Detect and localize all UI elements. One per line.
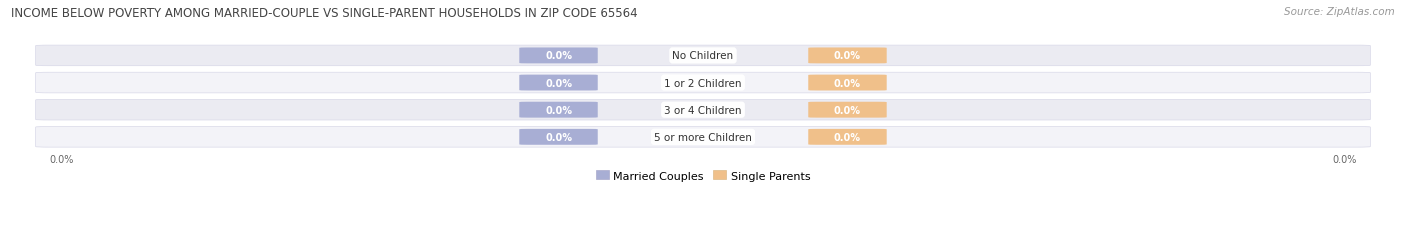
FancyBboxPatch shape — [519, 102, 598, 118]
Text: INCOME BELOW POVERTY AMONG MARRIED-COUPLE VS SINGLE-PARENT HOUSEHOLDS IN ZIP COD: INCOME BELOW POVERTY AMONG MARRIED-COUPL… — [11, 7, 638, 20]
FancyBboxPatch shape — [35, 73, 1371, 94]
Text: 0.0%: 0.0% — [834, 105, 860, 115]
Text: 0.0%: 0.0% — [546, 105, 572, 115]
FancyBboxPatch shape — [808, 48, 887, 64]
Text: 0.0%: 0.0% — [834, 78, 860, 88]
Text: 0.0%: 0.0% — [546, 132, 572, 142]
FancyBboxPatch shape — [808, 102, 887, 118]
FancyBboxPatch shape — [519, 75, 598, 91]
Text: 3 or 4 Children: 3 or 4 Children — [664, 105, 742, 115]
Legend: Married Couples, Single Parents: Married Couples, Single Parents — [592, 166, 814, 185]
Text: 0.0%: 0.0% — [1333, 155, 1357, 164]
FancyBboxPatch shape — [519, 48, 598, 64]
Text: 5 or more Children: 5 or more Children — [654, 132, 752, 142]
FancyBboxPatch shape — [35, 127, 1371, 148]
Text: 1 or 2 Children: 1 or 2 Children — [664, 78, 742, 88]
Text: No Children: No Children — [672, 51, 734, 61]
Text: 0.0%: 0.0% — [546, 51, 572, 61]
Text: Source: ZipAtlas.com: Source: ZipAtlas.com — [1284, 7, 1395, 17]
Text: 0.0%: 0.0% — [834, 132, 860, 142]
Text: 0.0%: 0.0% — [49, 155, 73, 164]
FancyBboxPatch shape — [35, 46, 1371, 67]
Text: 0.0%: 0.0% — [546, 78, 572, 88]
FancyBboxPatch shape — [808, 129, 887, 145]
FancyBboxPatch shape — [35, 100, 1371, 121]
FancyBboxPatch shape — [808, 75, 887, 91]
Text: 0.0%: 0.0% — [834, 51, 860, 61]
FancyBboxPatch shape — [519, 129, 598, 145]
